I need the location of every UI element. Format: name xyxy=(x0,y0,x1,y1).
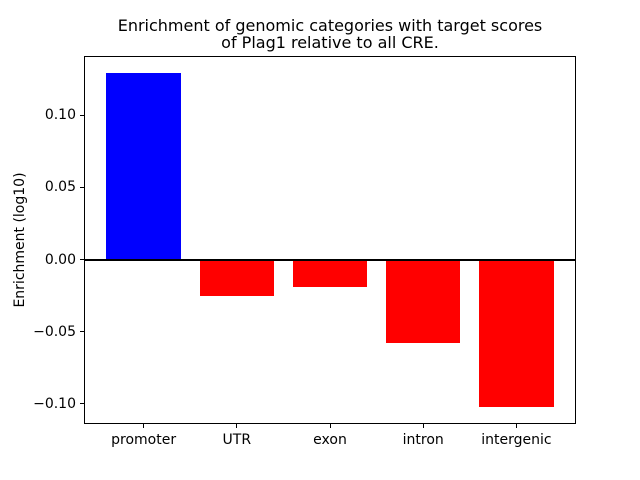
x-tick-mark xyxy=(236,424,238,428)
bar-intergenic xyxy=(479,259,554,407)
y-tick-mark xyxy=(80,259,84,260)
x-tick-label: intergenic xyxy=(481,432,552,448)
x-tick-label: UTR xyxy=(222,432,252,448)
y-tick-label: 0.10 xyxy=(44,107,76,124)
y-tick-mark xyxy=(80,331,84,333)
x-tick-label: intron xyxy=(402,432,444,448)
chart-title: Enrichment of genomic categories with ta… xyxy=(117,16,543,52)
y-axis-label: Enrichment (log10) xyxy=(12,172,28,308)
x-tick-label: promoter xyxy=(111,432,177,448)
x-tick-label: exon xyxy=(313,432,347,448)
bar-UTR xyxy=(199,259,274,296)
y-tick-mark xyxy=(80,114,84,116)
y-tick-label: −0.05 xyxy=(33,323,76,340)
x-tick-mark xyxy=(329,424,331,428)
y-tick-label: −0.10 xyxy=(33,395,76,412)
y-tick-mark xyxy=(80,186,84,188)
plot-area xyxy=(84,56,576,424)
x-tick-mark xyxy=(422,424,424,428)
x-tick-mark xyxy=(515,424,517,428)
bar-promoter xyxy=(106,73,181,260)
y-tick-label: 0.05 xyxy=(44,179,76,196)
bar-intron xyxy=(385,259,461,344)
x-tick-mark xyxy=(143,424,145,428)
zero-line xyxy=(84,258,576,261)
bar-exon xyxy=(292,259,368,287)
y-tick-label: 0.00 xyxy=(44,251,76,268)
y-tick-mark xyxy=(80,403,84,405)
